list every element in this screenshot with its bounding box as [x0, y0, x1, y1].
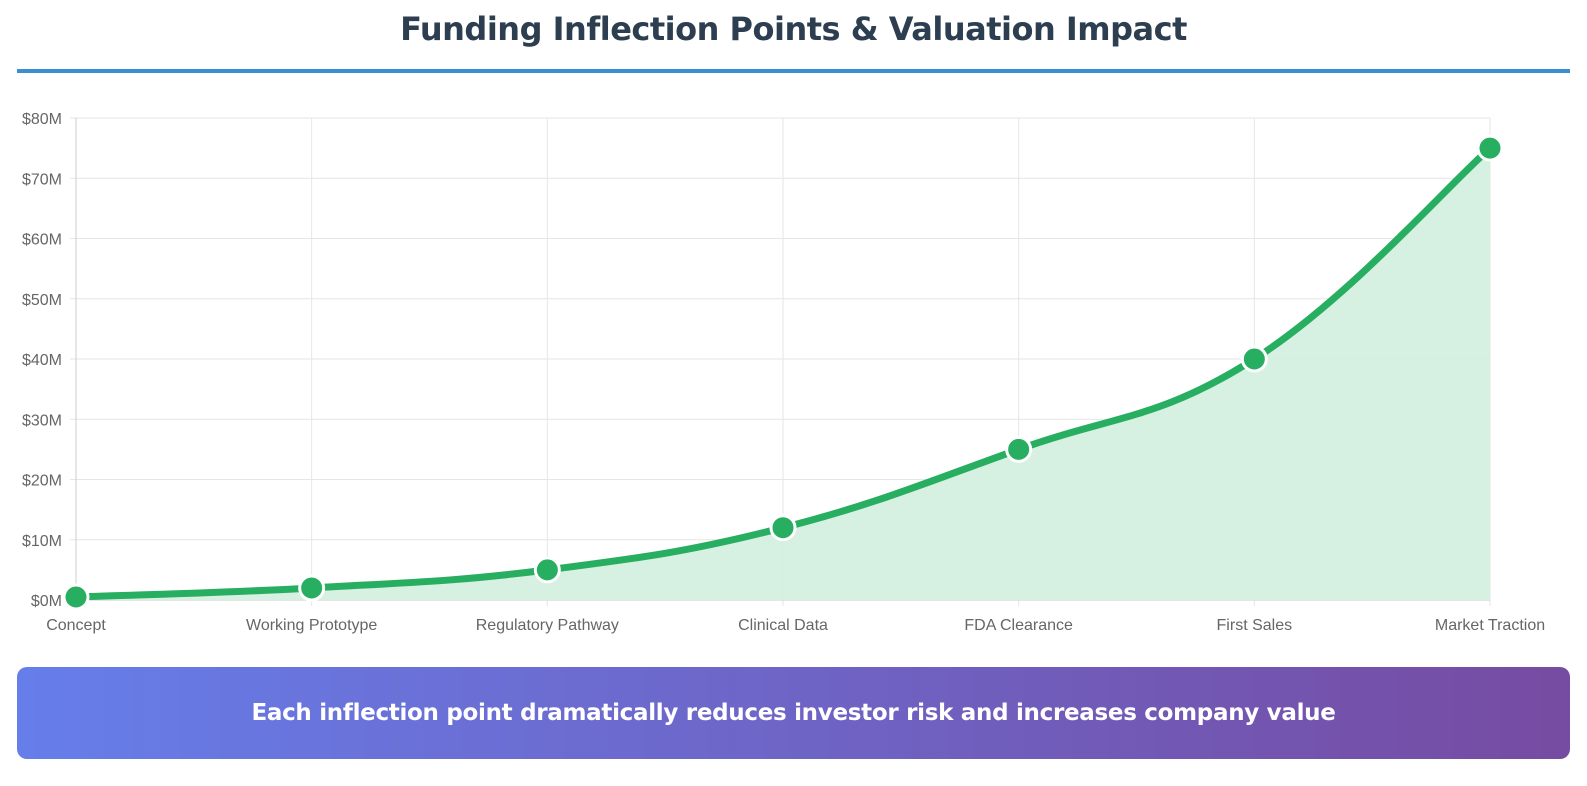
x-tick-label: Regulatory Pathway [476, 617, 619, 634]
y-tick-label: $50M [22, 292, 62, 309]
x-tick-label: Working Prototype [246, 617, 377, 634]
data-point [1476, 134, 1504, 162]
y-tick-label: $0M [31, 593, 62, 610]
y-tick-label: $60M [22, 232, 62, 249]
data-point [533, 556, 561, 584]
y-tick-label: $20M [22, 473, 62, 490]
y-tick-label: $10M [22, 533, 62, 550]
valuation-line-chart: $0M $10M $20M $30M $40M $50M $60M $70M $80M Conce… [22, 111, 1545, 634]
series-area [76, 148, 1490, 600]
data-point [298, 574, 326, 602]
summary-banner: Each inflection point dramatically reduc… [17, 667, 1570, 759]
x-tick-label: Concept [46, 617, 106, 634]
y-tick-label: $70M [22, 171, 62, 188]
x-tick-label: First Sales [1217, 617, 1293, 634]
y-tick-label: $40M [22, 352, 62, 369]
data-point [62, 583, 90, 611]
x-tick-label: Clinical Data [738, 617, 828, 634]
y-tick-label: $80M [22, 111, 62, 128]
y-tick-label: $30M [22, 412, 62, 429]
data-point [1005, 435, 1033, 463]
data-point [769, 514, 797, 542]
x-tick-label: FDA Clearance [964, 617, 1073, 634]
x-tick-label: Market Traction [1435, 617, 1545, 634]
summary-banner-text: Each inflection point dramatically reduc… [251, 700, 1336, 726]
data-point [1240, 345, 1268, 373]
title-divider [17, 69, 1570, 73]
page-title: Funding Inflection Points & Valuation Im… [400, 10, 1187, 48]
